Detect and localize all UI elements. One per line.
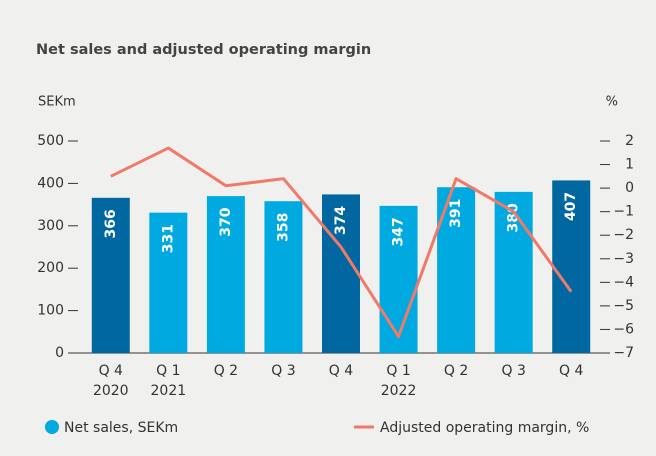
x-tick-year: 2021 [151,383,187,399]
bar [264,201,303,353]
x-tick-label: Q 2 [214,363,238,379]
y2-tick-label: −5 [613,298,634,314]
bar [149,212,188,353]
y2-tick-label: −7 [613,345,634,361]
legend-label: Net sales, SEKm [64,420,178,436]
x-tick-label: Q 1 [386,363,410,379]
x-tick-label: Q 4 [329,363,353,379]
bar [91,197,130,353]
bar-value-label: 366 [103,209,119,238]
y-tick-label: 400 [37,175,64,191]
x-tick-label: Q 3 [501,363,525,379]
chart-title: Net sales and adjusted operating margin [36,42,371,58]
y-tick-label: 100 [37,303,64,319]
legend-label: Adjusted operating margin, % [380,420,589,436]
bar-value-label: 391 [448,199,464,228]
x-tick-label: Q 4 [559,363,583,379]
bar [494,191,533,353]
bar-value-label: 374 [333,206,349,235]
y2-tick-label: 2 [625,133,634,149]
bar-value-label: 407 [563,192,579,221]
y2-tick-label: 0 [625,180,634,196]
x-tick-label: Q 4 [99,363,123,379]
bar [552,180,591,353]
bar-value-label: 331 [160,224,176,253]
bar [322,194,360,353]
legend-swatch [45,420,59,434]
y2-tick-label: −2 [613,227,634,243]
bar-value-label: 347 [391,217,407,246]
y2-tick-label: −3 [613,251,634,267]
y-tick-label: 0 [55,345,64,361]
x-tick-label: Q 2 [444,363,468,379]
line [110,146,573,339]
y2-tick-label: 1 [625,157,634,173]
y-tick-label: 300 [37,218,64,234]
y2-tick-label: −4 [613,274,634,290]
bar [206,196,245,353]
y-tick-label: 500 [37,133,64,149]
x-tick-year: 2020 [93,383,129,399]
x-tick-year: 2022 [381,383,417,399]
y-tick-label: 200 [37,260,64,276]
y2-tick-label: −1 [613,204,634,220]
x-tick-label: Q 1 [156,363,180,379]
bar-value-label: 358 [275,213,291,242]
x-tick-label: Q 3 [271,363,295,379]
y2-axis-label: % [606,95,618,110]
y-axis-label: SEKm [38,95,76,110]
bar-value-label: 370 [218,207,234,236]
y2-tick-label: −6 [613,321,634,337]
bar [379,205,418,353]
